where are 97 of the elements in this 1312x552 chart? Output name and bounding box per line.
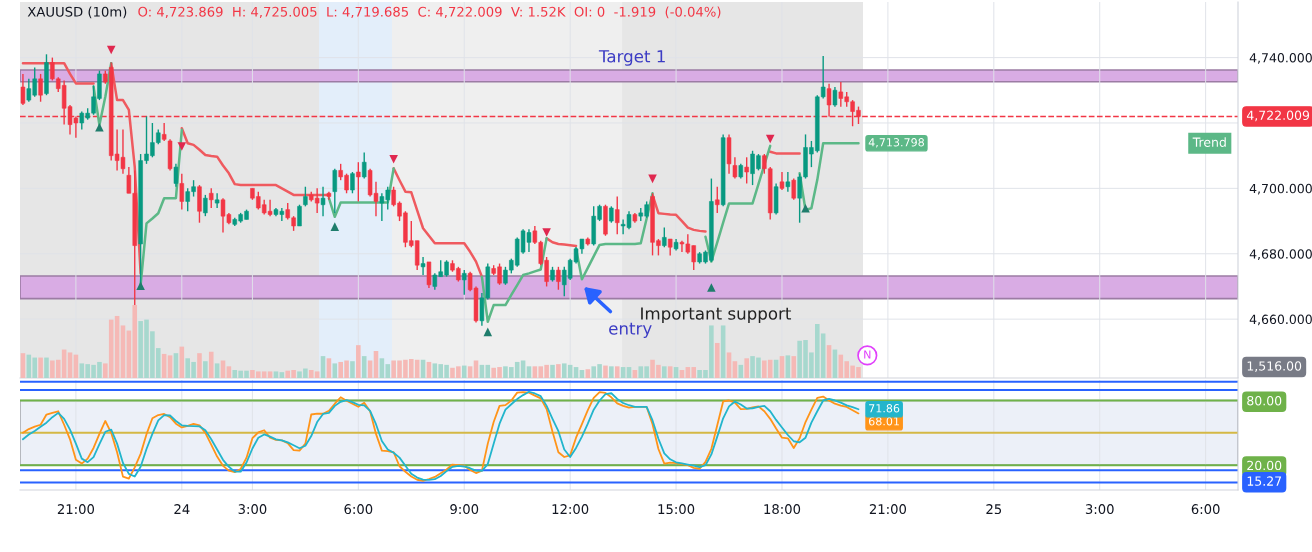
candlestick (173, 163, 179, 188)
point (801, 204, 810, 213)
x-tick-label: 9:00 (450, 504, 479, 515)
bar (791, 356, 797, 378)
candlestick (785, 171, 791, 193)
annotation: Target 1 (598, 50, 665, 66)
x-tick-label: 18:00 (764, 504, 801, 515)
data-label: 71.86 (869, 404, 900, 413)
y-tick-label: 4,660.000 (1249, 314, 1312, 326)
candlestick (791, 177, 796, 201)
bar (550, 364, 555, 378)
point (389, 154, 398, 164)
candlestick (350, 171, 355, 194)
point (765, 134, 775, 144)
text: Trend (1192, 137, 1226, 147)
bar (662, 366, 667, 378)
bar (473, 360, 479, 378)
candlestick (179, 172, 185, 211)
point (106, 45, 116, 55)
x-tick-label: 3:00 (1085, 504, 1114, 515)
bar (367, 360, 373, 378)
x-tick-label: 6:00 (344, 504, 373, 515)
bar (38, 357, 43, 378)
bar (714, 342, 720, 378)
candlestick (320, 186, 326, 217)
x-tick-label: 21:00 (57, 504, 95, 515)
bar (356, 345, 361, 378)
candlestick (744, 156, 749, 185)
bar (744, 358, 749, 378)
bar (203, 361, 208, 378)
bar (208, 351, 214, 378)
candlestick (426, 261, 432, 289)
chart-subtitle: O: 4,723.869 H: 4,725.005 L: 4,719.685 C: 4,722.009 V: 1.52K OI: 0 -1.919 (-0.04%) (138, 6, 721, 19)
point (95, 122, 104, 132)
point (483, 327, 493, 337)
point (707, 283, 716, 292)
x-tick-label: 24 (174, 504, 190, 514)
bar (614, 366, 620, 378)
candlestick (662, 226, 667, 248)
candlestick (462, 269, 467, 296)
annotation: N (864, 350, 871, 359)
candlestick (332, 168, 338, 214)
candlestick (303, 186, 308, 208)
bar (585, 369, 591, 378)
candlestick (715, 186, 720, 214)
point (330, 222, 340, 231)
bar (520, 360, 526, 378)
bar (332, 363, 338, 378)
data-label: 4,713.798 (868, 138, 924, 148)
candlestick (732, 156, 738, 180)
bar (556, 364, 561, 378)
bar (273, 371, 279, 378)
y-tick-label: 4,740.000 (1249, 53, 1312, 64)
bar (609, 366, 614, 378)
candlestick (20, 73, 26, 106)
candlestick (826, 83, 832, 118)
annotation: entry (609, 322, 652, 338)
point (136, 281, 145, 291)
x-tick-label: 21:00 (869, 504, 907, 515)
point (177, 142, 187, 151)
x-tick-label: 12:00 (552, 504, 589, 515)
y-tick-label: 20.00 (1247, 460, 1282, 471)
ref-line-label: 4,722.009 (1246, 110, 1310, 122)
y-tick-label: 4,700.000 (1249, 183, 1312, 195)
bar (361, 356, 367, 378)
point (542, 228, 551, 237)
annotation: Important support (641, 307, 792, 324)
y-tick-label: 80.00 (1247, 395, 1282, 406)
candlestick (161, 122, 167, 142)
x-tick-label: 15:00 (658, 504, 695, 515)
x-tick-label: 3:00 (238, 504, 267, 515)
ref-line-label: 15.27 (1247, 476, 1282, 486)
bar (44, 357, 49, 378)
bar (214, 363, 220, 378)
x-tick-label: 25 (986, 504, 1002, 515)
y-tick-label: 4,680.000 (1249, 249, 1312, 260)
candlestick (420, 256, 426, 276)
bar (197, 353, 202, 378)
bar (350, 361, 355, 378)
candlestick (214, 192, 220, 209)
bar (220, 360, 226, 378)
candlestick (832, 86, 838, 108)
bar (267, 371, 273, 378)
bar (603, 365, 608, 378)
x-tick-label: 6:00 (1191, 504, 1220, 515)
bar (461, 365, 467, 378)
candlestick (556, 266, 561, 291)
chart-title: XAUUSD (10m) (27, 6, 127, 19)
candlestick (209, 187, 214, 209)
candlestick (362, 151, 367, 180)
data-label: 68.01 (868, 417, 899, 426)
candlestick (203, 194, 208, 217)
candlestick (615, 195, 620, 235)
candlestick (297, 204, 302, 227)
candlestick (356, 161, 361, 203)
text: 1,516.00 (1247, 361, 1302, 372)
candlestick (38, 73, 43, 103)
